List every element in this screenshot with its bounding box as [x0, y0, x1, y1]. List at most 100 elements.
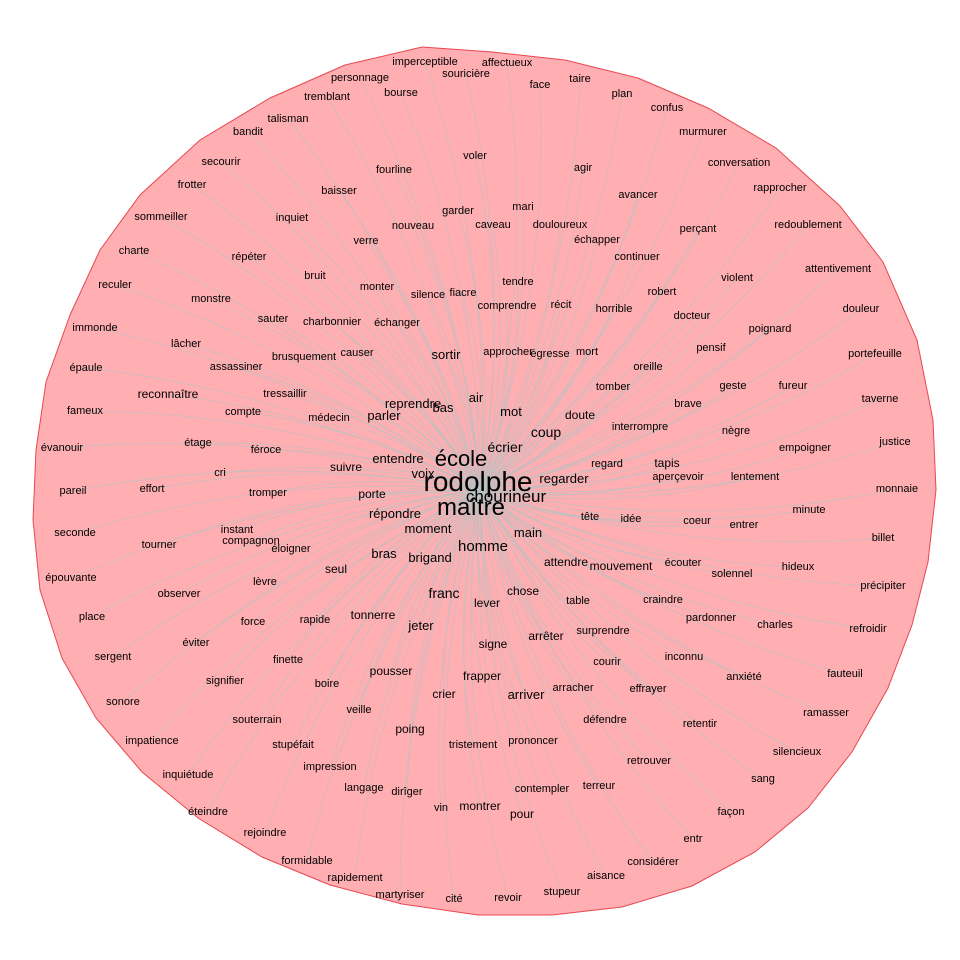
edge-46: [210, 298, 481, 491]
edge-180: [479, 489, 764, 780]
word-label-89: écrier: [487, 439, 522, 455]
word-label-60: égresse: [530, 348, 569, 360]
word-label-74: air: [469, 390, 484, 405]
word-label-27: perçant: [680, 223, 717, 235]
edge-82: [383, 416, 481, 491]
word-label-101: lentement: [731, 471, 779, 483]
word-label-65: sortir: [432, 347, 462, 362]
edge-177: [479, 489, 650, 762]
word-label-55: poignard: [749, 323, 792, 335]
edge-34: [248, 256, 481, 491]
word-label-195: aisance: [587, 870, 625, 882]
edge-14: [474, 155, 495, 491]
word-label-131: lèvre: [253, 576, 277, 588]
word-label-143: pardonner: [686, 612, 736, 624]
center-word-maitre: maître: [437, 494, 505, 521]
word-label-87: étage: [184, 437, 212, 449]
edge-178: [187, 489, 481, 776]
edge-173: [409, 489, 481, 731]
word-label-85: nègre: [722, 425, 750, 437]
word-label-172: stupéfait: [272, 739, 314, 751]
word-label-41: monter: [360, 281, 395, 293]
center-word-rodolphe: rodolphe: [424, 466, 533, 497]
edge-193: [479, 489, 654, 863]
word-label-142: tonnerre: [351, 608, 396, 622]
edge-181: [363, 489, 481, 789]
word-label-130: épouvante: [45, 572, 96, 584]
word-label-96: cri: [214, 467, 226, 479]
edge-36: [479, 268, 839, 491]
edge-192: [306, 489, 481, 862]
word-label-108: répondre: [369, 506, 421, 521]
word-label-199: stupeur: [544, 886, 581, 898]
edge-60: [479, 353, 551, 491]
word-label-118: main: [514, 525, 542, 540]
word-label-152: finette: [273, 654, 303, 666]
edge-148: [112, 489, 481, 658]
word-label-141: rapide: [300, 614, 331, 626]
word-label-71: geste: [720, 380, 747, 392]
edge-35: [479, 256, 638, 491]
word-label-1: affectueux: [482, 57, 533, 69]
edge-100: [479, 476, 679, 496]
word-label-20: rapprocher: [753, 182, 807, 194]
edge-12: [479, 131, 704, 491]
word-label-68: reconnaître: [138, 387, 199, 401]
edge-195: [479, 489, 607, 877]
edge-187: [463, 489, 481, 808]
edge-49: [479, 308, 615, 491]
edge-105: [267, 481, 481, 494]
edge-10: [479, 107, 668, 491]
word-label-57: pensif: [696, 342, 726, 354]
word-label-127: attendre: [544, 555, 588, 569]
word-label-192: formidable: [281, 855, 332, 867]
edge-186: [479, 489, 732, 813]
edge-94: [479, 463, 608, 491]
word-label-10: confus: [651, 102, 684, 114]
edge-179: [329, 489, 481, 768]
word-label-149: éviter: [183, 637, 210, 649]
word-label-122: bras: [371, 546, 397, 561]
edge-72: [479, 385, 794, 491]
word-label-38: tendre: [502, 276, 533, 288]
edge-76: [84, 410, 481, 491]
word-label-107: minute: [792, 504, 825, 516]
word-label-76: fameux: [67, 405, 104, 417]
edge-27: [479, 228, 699, 491]
word-label-82: parler: [367, 408, 401, 423]
edge-188: [438, 489, 481, 809]
edge-47: [479, 305, 508, 491]
word-label-154: courir: [593, 656, 621, 668]
word-label-104: effort: [140, 483, 165, 495]
word-label-42: fiacre: [450, 287, 477, 299]
word-label-64: assassiner: [210, 361, 263, 373]
edge-145: [479, 489, 869, 630]
edge-62: [303, 356, 481, 491]
edge-102: [479, 488, 898, 512]
edge-113: [74, 485, 481, 534]
word-label-11: bandit: [233, 126, 263, 138]
edge-197: [443, 489, 481, 900]
word-label-78: compte: [225, 406, 261, 418]
word-label-170: retentir: [683, 718, 718, 730]
word-label-18: agir: [574, 162, 593, 174]
edge-92: [479, 447, 806, 493]
word-label-35: continuer: [614, 251, 660, 263]
word-label-28: caveau: [475, 219, 510, 231]
edge-23: [291, 217, 481, 491]
edge-166: [479, 489, 827, 714]
word-label-182: dirîger: [391, 786, 423, 798]
edge-61: [479, 351, 588, 491]
word-label-17: fourline: [376, 164, 412, 176]
word-label-151: arrêter: [528, 629, 563, 643]
edge-2: [465, 73, 495, 491]
word-label-193: considérer: [627, 856, 679, 868]
edge-73: [412, 404, 481, 491]
word-label-84: interrompre: [612, 421, 668, 433]
edge-40: [114, 284, 481, 491]
edge-0: [424, 61, 484, 491]
word-label-49: horrible: [596, 303, 633, 315]
word-label-3: personnage: [331, 72, 389, 84]
word-label-175: tristement: [449, 739, 497, 751]
word-label-155: fauteuil: [827, 668, 862, 680]
